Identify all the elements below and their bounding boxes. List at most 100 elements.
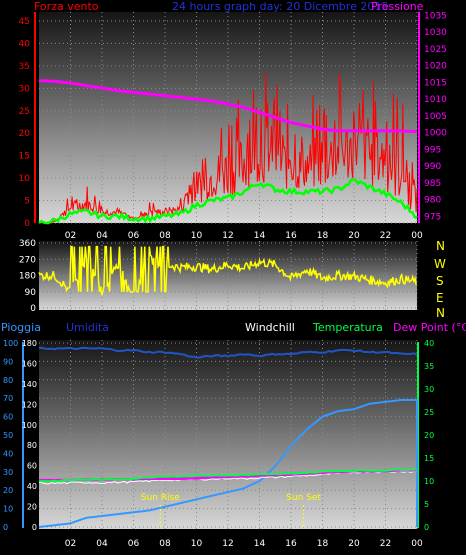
wind-pressure-series (38, 72, 418, 225)
rain-tick-label: 180 (22, 339, 37, 348)
pressure-tick-label: 985 (424, 179, 441, 189)
temperature-tick-label: 35 (424, 362, 434, 371)
humidity-tick-label: 20 (3, 486, 13, 495)
rain-tick-label: 40 (27, 482, 37, 491)
x-tick-label: 00 (411, 539, 423, 549)
x-tick-label: 08 (159, 539, 171, 549)
series-humidity (38, 346, 418, 359)
temperature-humidity-series (38, 346, 418, 528)
series-wind-direction (38, 245, 417, 296)
pressure-tick-label: 1025 (424, 45, 447, 55)
x-tick-label: 10 (191, 231, 203, 241)
temperature-axis-ticks: 0 5 10 15 20 25 30 35 40 (424, 339, 434, 532)
direction-tick-label: 270 (19, 255, 36, 265)
rain-tick-label: 20 (27, 503, 37, 512)
sunrise-label: Sun Rise (141, 493, 180, 503)
wind-tick-label: 5 (24, 197, 30, 207)
x-tick-label: 12 (222, 231, 233, 241)
x-tick-label: 16 (285, 231, 297, 241)
temperature-tick-label: 10 (424, 477, 434, 486)
sunset-label: Sun Set (286, 493, 321, 503)
rain-tick-label: 60 (27, 462, 37, 471)
humidity-tick-label: 60 (3, 413, 13, 422)
series-wind-average (38, 178, 418, 225)
series-pressure (38, 79, 418, 134)
wind-tick-label: 35 (19, 62, 30, 72)
pressure-tick-label: 1010 (424, 95, 447, 105)
x-tick-label: 06 (128, 539, 140, 549)
direction-tick-label: 360 (19, 239, 36, 249)
windchill-legend: Windchill (245, 321, 295, 334)
pressure-tick-label: 975 (424, 212, 441, 222)
rain-tick-label: 0 (32, 523, 37, 532)
x-tick-label: 22 (380, 231, 391, 241)
wind-axis-title: Forza vento (34, 0, 99, 13)
temperature-tick-label: 40 (424, 339, 434, 348)
wind-direction-chart: 0 90 180 270 360 N W S E N (19, 239, 446, 320)
x-tick-label: 20 (348, 231, 360, 241)
temperature-tick-label: 15 (424, 454, 434, 463)
temperature-legend: Temperatura (312, 321, 383, 334)
x-tick-label: 10 (191, 539, 203, 549)
compass-n-top: N (436, 239, 445, 253)
pressure-tick-label: 1000 (424, 129, 447, 139)
x-tick-label: 04 (96, 539, 108, 549)
x-tick-label: 22 (380, 539, 391, 549)
pressure-tick-label: 990 (424, 162, 441, 172)
compass-e: E (436, 291, 444, 305)
rain-axis-title: Pioggia (1, 321, 41, 334)
time-axis-bottom: 02 04 06 08 10 12 14 16 18 20 22 00 (65, 539, 423, 549)
wind-tick-label: 30 (19, 84, 31, 94)
rain-tick-label: 80 (27, 441, 37, 450)
wind-tick-label: 15 (19, 152, 30, 162)
x-tick-label: 18 (317, 539, 329, 549)
humidity-axis-ticks: 0 10 20 30 40 50 60 70 80 90 100 (3, 339, 18, 532)
pressure-tick-label: 1020 (424, 62, 447, 72)
humidity-tick-label: 100 (3, 339, 18, 348)
rain-tick-label: 100 (22, 421, 37, 430)
compass-s: S (436, 274, 444, 288)
x-tick-label: 16 (285, 539, 297, 549)
rain-tick-label: 160 (22, 359, 37, 368)
x-tick-label: 14 (254, 539, 266, 549)
temperature-tick-label: 0 (424, 523, 429, 532)
wind-tick-label: 0 (24, 219, 30, 229)
wind-tick-label: 20 (19, 129, 31, 139)
wind-tick-label: 25 (19, 107, 30, 117)
x-tick-label: 02 (65, 231, 76, 241)
humidity-tick-label: 10 (3, 505, 13, 514)
direction-tick-label: 0 (30, 304, 36, 314)
compass-n-bottom: N (436, 306, 445, 320)
x-tick-label: 00 (411, 231, 423, 241)
series-temperature (39, 468, 418, 483)
humidity-tick-label: 80 (3, 376, 13, 385)
wind-axis-ticks: 0 5 10 15 20 25 30 35 40 45 (19, 12, 36, 229)
pressure-tick-label: 980 (424, 196, 441, 206)
sun-markers: Sun Rise Sun Set (141, 493, 321, 527)
humidity-axis-title: Umidita (66, 321, 109, 334)
x-tick-label: 18 (317, 231, 329, 241)
humidity-tick-label: 50 (3, 431, 13, 440)
x-tick-label: 06 (128, 231, 140, 241)
x-tick-label: 02 (65, 539, 76, 549)
pressure-tick-label: 1005 (424, 112, 447, 122)
pressure-tick-label: 995 (424, 145, 441, 155)
humidity-tick-label: 0 (3, 523, 8, 532)
x-tick-label: 04 (96, 231, 108, 241)
direction-series (38, 245, 417, 296)
direction-axis-ticks: 0 90 180 270 360 (19, 239, 36, 314)
direction-tick-label: 90 (25, 288, 37, 298)
x-tick-label: 12 (222, 539, 233, 549)
x-tick-label: 14 (254, 231, 266, 241)
direction-tick-label: 180 (19, 272, 36, 282)
pressure-tick-label: 1015 (424, 78, 447, 88)
plot-area-bottom (39, 340, 417, 529)
temperature-tick-label: 25 (424, 408, 434, 417)
humidity-tick-label: 30 (3, 468, 13, 477)
x-tick-label: 08 (159, 231, 171, 241)
temperature-tick-label: 5 (424, 500, 429, 509)
dewpoint-legend: Dew Point (°C) (393, 321, 466, 334)
rain-tick-label: 120 (22, 400, 37, 409)
pressure-tick-label: 1030 (424, 28, 447, 38)
